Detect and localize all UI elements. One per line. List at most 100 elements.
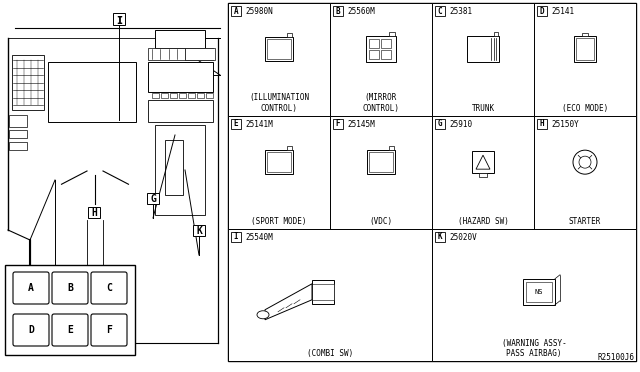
Bar — [193, 225, 205, 236]
Text: K: K — [196, 226, 202, 236]
Bar — [188, 93, 195, 98]
Bar — [5, 265, 135, 355]
Text: D: D — [28, 325, 34, 335]
Text: 25381: 25381 — [449, 7, 472, 16]
Bar — [148, 62, 213, 92]
Text: 25145M: 25145M — [347, 120, 375, 129]
Text: 25540M: 25540M — [245, 232, 273, 241]
FancyBboxPatch shape — [52, 314, 88, 346]
Bar — [574, 36, 596, 62]
Bar — [113, 13, 125, 25]
Bar — [179, 93, 186, 98]
Bar — [523, 279, 555, 305]
Bar — [494, 32, 498, 36]
Bar — [576, 38, 594, 60]
Bar — [152, 93, 159, 98]
Bar — [165, 140, 183, 195]
Text: C: C — [438, 6, 442, 16]
Text: E: E — [67, 325, 73, 335]
Bar — [88, 207, 100, 218]
Bar — [369, 50, 379, 60]
FancyBboxPatch shape — [13, 272, 49, 304]
FancyBboxPatch shape — [13, 314, 49, 346]
Bar — [312, 280, 334, 304]
Text: R25100J6: R25100J6 — [598, 353, 635, 362]
Text: NS: NS — [535, 289, 543, 295]
Bar — [265, 37, 293, 61]
Bar — [534, 116, 636, 228]
Bar — [12, 55, 44, 110]
Text: A: A — [234, 6, 238, 16]
Bar — [472, 151, 494, 173]
FancyBboxPatch shape — [91, 272, 127, 304]
Bar — [389, 146, 394, 150]
Text: F: F — [106, 325, 112, 335]
Bar — [582, 33, 588, 36]
Bar — [265, 150, 293, 174]
Bar — [467, 36, 499, 62]
Text: (ILLUMINATION
CONTROL): (ILLUMINATION CONTROL) — [249, 93, 309, 113]
Bar — [432, 116, 534, 228]
Bar — [312, 284, 334, 300]
Bar — [389, 32, 395, 36]
Bar — [155, 125, 205, 215]
Bar — [432, 228, 636, 361]
Bar — [287, 33, 292, 37]
Text: I: I — [234, 232, 238, 241]
Bar — [381, 50, 391, 60]
Text: C: C — [106, 283, 112, 293]
Text: 25141M: 25141M — [245, 120, 273, 129]
Bar — [526, 282, 552, 302]
Bar — [148, 100, 213, 122]
Text: 25141: 25141 — [551, 7, 574, 16]
Text: G: G — [438, 119, 442, 128]
FancyBboxPatch shape — [52, 272, 88, 304]
Text: D: D — [540, 6, 544, 16]
Text: (WARNING ASSY-
PASS AIRBAG): (WARNING ASSY- PASS AIRBAG) — [502, 339, 566, 358]
Text: (ECO MODE): (ECO MODE) — [562, 104, 608, 113]
Bar — [330, 116, 432, 228]
Bar — [366, 36, 396, 62]
Text: B: B — [336, 6, 340, 16]
Text: (VDC): (VDC) — [369, 217, 392, 225]
Text: F: F — [336, 119, 340, 128]
Bar — [381, 39, 391, 48]
Bar — [9, 115, 27, 127]
Bar — [9, 130, 27, 138]
Bar — [267, 152, 291, 172]
Text: B: B — [67, 283, 73, 293]
Bar — [170, 93, 177, 98]
Bar — [537, 119, 547, 129]
Bar — [228, 3, 330, 116]
Text: K: K — [438, 232, 442, 241]
Bar — [432, 3, 534, 116]
FancyBboxPatch shape — [91, 314, 127, 346]
Text: (HAZARD SW): (HAZARD SW) — [458, 217, 508, 225]
Bar — [147, 193, 159, 204]
Bar — [231, 231, 241, 241]
Bar — [206, 93, 213, 98]
Bar — [228, 116, 330, 228]
Bar — [231, 119, 241, 129]
Bar — [287, 146, 292, 150]
Ellipse shape — [257, 311, 269, 319]
Text: (COMBI SW): (COMBI SW) — [307, 349, 353, 358]
Bar — [534, 3, 636, 116]
Bar — [185, 48, 215, 60]
Bar — [161, 93, 168, 98]
Bar — [435, 6, 445, 16]
Bar — [333, 119, 343, 129]
Bar — [435, 231, 445, 241]
Bar — [267, 39, 291, 60]
Polygon shape — [265, 284, 312, 320]
Text: 25020V: 25020V — [449, 232, 477, 241]
Bar — [435, 119, 445, 129]
Bar — [148, 48, 213, 60]
Text: G: G — [150, 194, 156, 204]
Text: 25980N: 25980N — [245, 7, 273, 16]
Text: (MIRROR
CONTROL): (MIRROR CONTROL) — [362, 93, 399, 113]
Text: H: H — [91, 208, 97, 218]
Bar — [228, 3, 636, 361]
Bar — [48, 62, 136, 122]
Bar — [228, 228, 432, 361]
